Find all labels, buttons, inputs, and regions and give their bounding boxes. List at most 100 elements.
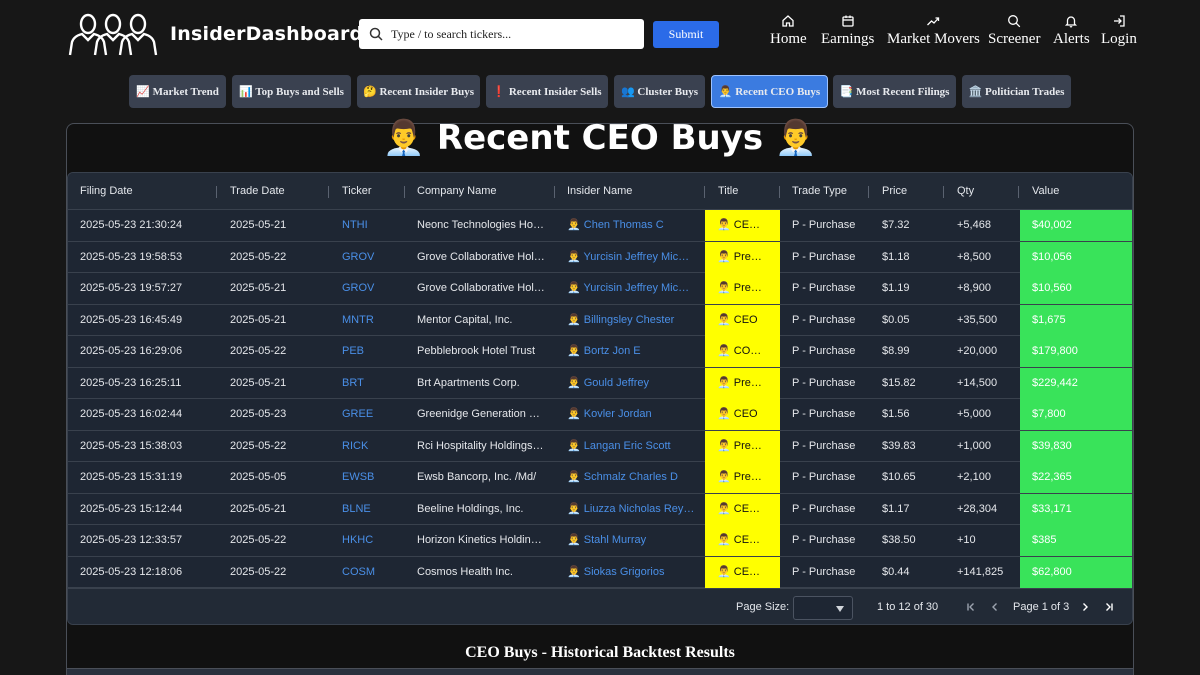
nav-screener[interactable]: Screener — [988, 14, 1040, 48]
brand-logo[interactable]: InsiderDashboard.com — [68, 12, 415, 56]
cell-trade-date: 2025-05-21 — [230, 219, 287, 231]
ticker-link[interactable]: HKHC — [342, 534, 374, 546]
cell-title: 👨‍💼 Pre… — [705, 430, 780, 462]
column-separator[interactable] — [1018, 186, 1019, 198]
cell-trade-type: P - Purchase — [792, 471, 856, 483]
ticker-link[interactable]: GROV — [342, 250, 375, 263]
table-row[interactable]: 2025-05-23 16:02:44 2025-05-23 GREE Greenid… — [68, 399, 1132, 431]
tab-cluster-buys[interactable]: 👥 Cluster Buys — [614, 75, 705, 108]
table-row[interactable]: 2025-05-23 12:18:06 2025-05-22 COSM Cosmos … — [68, 556, 1132, 588]
insider-name-link[interactable]: 👨‍💼 Chen Thomas C — [567, 219, 664, 231]
ticker-link[interactable]: PEB — [342, 345, 365, 357]
ticker-link[interactable]: BLNE — [342, 502, 371, 515]
submit-button[interactable]: Submit — [653, 21, 719, 48]
insider-name-link[interactable]: 👨‍💼 Yurcisin Jeffrey Michael — [567, 282, 695, 294]
insider-name-link[interactable]: 👨‍💼 Langan Eric Scott — [567, 439, 671, 452]
backtest-section-title: CEO Buys - Historical Backtest Results — [465, 644, 735, 661]
column-separator[interactable] — [216, 186, 217, 198]
column-separator[interactable] — [554, 186, 555, 198]
cell-value: $10,560 — [1020, 273, 1132, 304]
cell-trade-type: P - Purchase — [792, 219, 856, 231]
ticker-link[interactable]: MNTR — [342, 313, 374, 326]
column-separator[interactable] — [404, 186, 405, 198]
insider-name-link[interactable]: 👨‍💼 Bortz Jon E — [567, 345, 641, 357]
tab-top-buys-sells[interactable]: 📊 Top Buys and Sells — [232, 75, 351, 108]
column-header-ticker[interactable]: Ticker — [342, 185, 372, 197]
table-row[interactable]: 2025-05-23 15:12:44 2025-05-21 BLNE Beeline… — [68, 493, 1132, 525]
page-size-label: Page Size: — [736, 601, 790, 613]
calendar-icon — [842, 15, 854, 27]
column-header-insider-name[interactable]: Insider Name — [567, 185, 633, 197]
page-size-select[interactable] — [793, 596, 853, 620]
insider-name-link[interactable]: 👨‍💼 Billingsley Chester — [567, 313, 675, 326]
insider-name-link[interactable]: 👨‍💼 Liuzza Nicholas Reyl… — [567, 502, 695, 515]
tab-politician-trades[interactable]: 🏛️ Politician Trades — [962, 75, 1071, 108]
cell-value: $40,002 — [1020, 210, 1132, 241]
nav-label: Home — [770, 31, 807, 47]
insider-name-link[interactable]: 👨‍💼 Stahl Murray — [567, 534, 647, 546]
next-page-icon[interactable] — [1079, 601, 1091, 613]
last-page-icon[interactable] — [1103, 601, 1115, 613]
cell-company-name: Neonc Technologies Hol… — [417, 219, 545, 231]
tab-recent-insider-buys[interactable]: 🤔 Recent Insider Buys — [357, 75, 480, 108]
ticker-link[interactable]: GROV — [342, 282, 375, 294]
table-row[interactable]: 2025-05-23 19:58:53 2025-05-22 GROV Grove C… — [68, 241, 1132, 273]
column-separator[interactable] — [868, 186, 869, 198]
cell-company-name: Brt Apartments Corp. — [417, 376, 520, 389]
cell-trade-date: 2025-05-21 — [230, 376, 287, 389]
insider-name-link[interactable]: 👨‍💼 Schmalz Charles D — [567, 471, 678, 483]
table-row[interactable]: 2025-05-23 16:45:49 2025-05-21 MNTR Mentor … — [68, 304, 1132, 336]
table-row[interactable]: 2025-05-23 15:31:19 2025-05-05 EWSB Ewsb Ba… — [68, 462, 1132, 494]
insider-name-link[interactable]: 👨‍💼 Yurcisin Jeffrey Michael — [567, 250, 695, 263]
ticker-link[interactable]: EWSB — [342, 471, 375, 483]
tab-market-trend[interactable]: 📈 Market Trend — [129, 75, 226, 108]
cell-value: $1,675 — [1020, 304, 1132, 336]
ticker-link[interactable]: COSM — [342, 565, 375, 578]
table-row[interactable]: 2025-05-23 16:25:11 2025-05-21 BRT Brt Apar… — [68, 367, 1132, 399]
ticker-link[interactable]: NTHI — [342, 219, 368, 231]
table-row[interactable]: 2025-05-23 16:29:06 2025-05-22 PEB Pebblebr… — [68, 336, 1132, 368]
column-header-filing-date[interactable]: Filing Date — [80, 185, 133, 197]
previous-page-icon[interactable] — [989, 601, 1001, 613]
insider-name-link[interactable]: 👨‍💼 Kovler Jordan — [567, 408, 652, 420]
nav-login[interactable]: Login — [1101, 14, 1137, 48]
column-header-value[interactable]: Value — [1032, 185, 1060, 197]
ticker-link[interactable]: GREE — [342, 408, 374, 420]
column-separator[interactable] — [943, 186, 944, 198]
table-row[interactable]: 2025-05-23 12:33:57 2025-05-22 HKHC Horizon… — [68, 525, 1132, 557]
tab-recent-insider-sells[interactable]: ❗ Recent Insider Sells — [486, 75, 608, 108]
cell-price: $7.32 — [882, 219, 910, 231]
insider-name-link[interactable]: 👨‍💼 Siokas Grigorios — [567, 565, 665, 578]
ticker-link[interactable]: RICK — [342, 439, 369, 452]
nav-earnings[interactable]: Earnings — [821, 14, 874, 48]
ceo-buys-table: Filing Date Trade Date Ticker Company Na… — [67, 172, 1133, 625]
insider-name-link[interactable]: 👨‍💼 Gould Jeffrey — [567, 376, 649, 389]
column-separator[interactable] — [704, 186, 705, 198]
tab-recent-ceo-buys[interactable]: 👨‍💼 Recent CEO Buys — [711, 75, 828, 108]
column-header-title[interactable]: Title — [718, 185, 739, 197]
tab-most-recent-filings[interactable]: 📑 Most Recent Filings — [833, 75, 956, 108]
column-header-qty[interactable]: Qty — [957, 185, 975, 197]
cell-trade-type: P - Purchase — [792, 376, 856, 389]
nav-alerts[interactable]: Alerts — [1053, 14, 1090, 48]
column-header-price[interactable]: Price — [882, 185, 908, 197]
cell-value: $385 — [1020, 525, 1132, 556]
column-header-trade-date[interactable]: Trade Date — [230, 185, 285, 197]
cell-title: 👨‍💼 CE… — [705, 210, 780, 241]
nav-market-movers[interactable]: Market Movers — [887, 14, 980, 48]
chevron-down-icon — [836, 606, 844, 612]
column-separator[interactable] — [328, 186, 329, 198]
cell-title: 👨‍💼 CE… — [705, 493, 780, 525]
table-row[interactable]: 2025-05-23 21:30:24 2025-05-21 NTHI Neonc T… — [68, 210, 1132, 242]
table-row[interactable]: 2025-05-23 19:57:27 2025-05-21 GROV Grove C… — [68, 273, 1132, 305]
ticker-search[interactable] — [359, 19, 644, 49]
first-page-icon[interactable] — [965, 601, 977, 613]
people-logo-icon — [68, 13, 158, 56]
ticker-link[interactable]: BRT — [342, 376, 364, 389]
column-header-company-name[interactable]: Company Name — [417, 185, 497, 197]
column-separator[interactable] — [779, 186, 780, 198]
table-row[interactable]: 2025-05-23 15:38:03 2025-05-22 RICK Rci Hos… — [68, 430, 1132, 462]
column-header-trade-type[interactable]: Trade Type — [792, 185, 848, 197]
ticker-search-input[interactable] — [391, 26, 631, 42]
nav-home[interactable]: Home — [770, 14, 807, 48]
